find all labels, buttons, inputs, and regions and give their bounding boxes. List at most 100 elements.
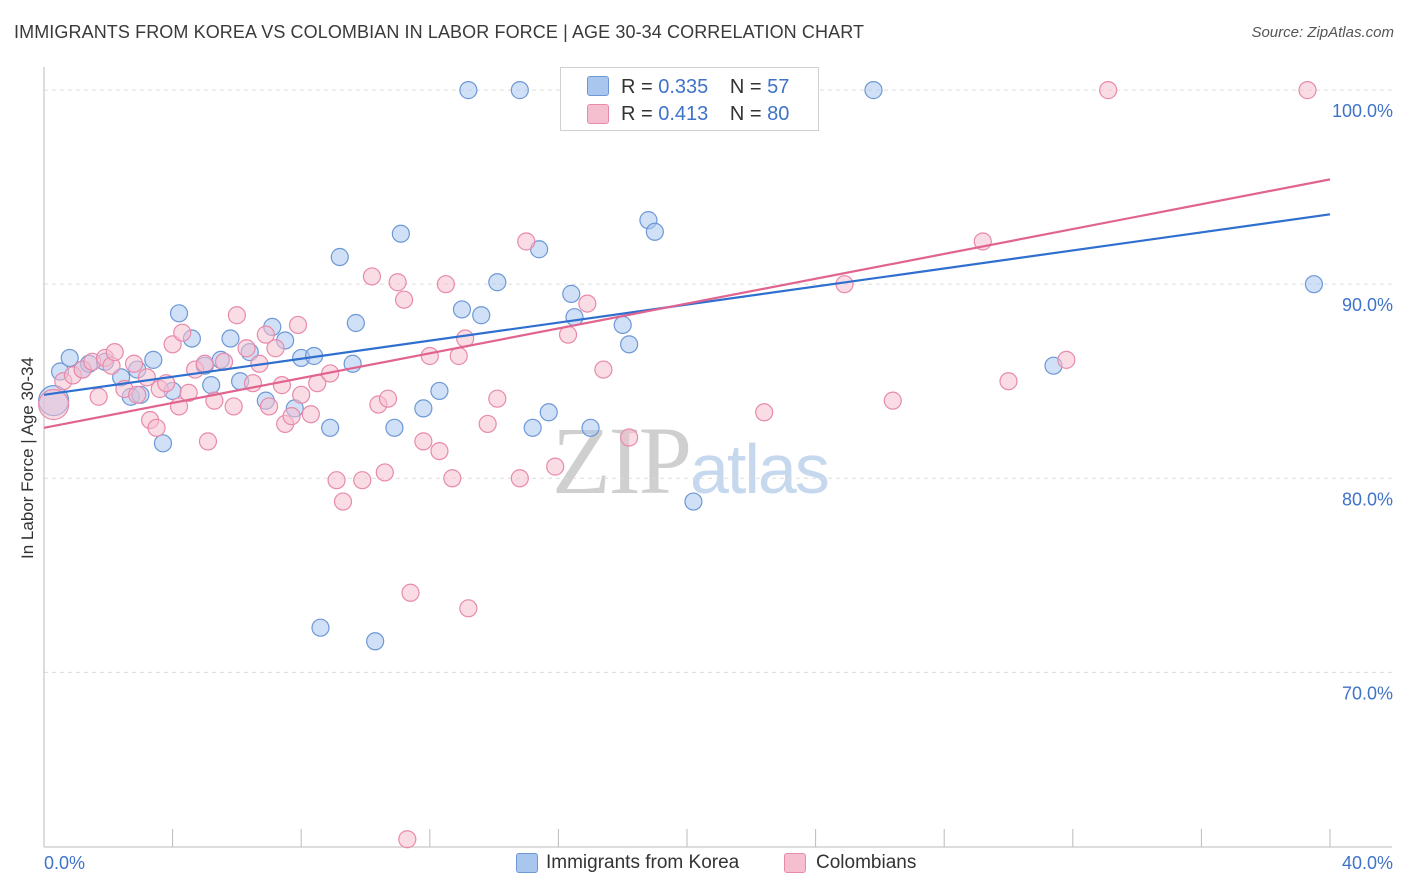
korea-point: [684, 492, 703, 511]
bottom-legend-colombia: Colombians: [816, 852, 917, 873]
colombia-point: [459, 599, 478, 618]
korea-point: [202, 376, 221, 395]
colombia-point: [173, 323, 192, 342]
colombia-point: [105, 343, 124, 362]
colombia-point: [394, 290, 414, 309]
colombia-point: [883, 391, 902, 410]
legend-n-label: N =: [729, 76, 762, 98]
colombia-point: [259, 397, 279, 416]
colombia-point: [594, 360, 613, 379]
colombia-point: [179, 383, 198, 402]
legend-n-label: N =: [729, 103, 762, 125]
bottom-legend-swatch-korea: [516, 853, 538, 873]
colombia-point: [517, 232, 536, 251]
trend-lines: [43, 178, 1331, 429]
legend-r-label: R =: [621, 103, 653, 125]
korea-point: [452, 300, 472, 319]
colombia-point: [420, 346, 439, 366]
legend-row-korea: R = 0.335 N = 57: [621, 76, 789, 99]
korea-point: [581, 418, 600, 437]
colombia-point: [288, 315, 308, 335]
korea-point: [613, 315, 632, 335]
colombia-point: [443, 469, 462, 488]
legend-r-label: R =: [621, 76, 653, 98]
axes: [43, 67, 1392, 848]
korea-point: [414, 399, 433, 418]
colombia-point: [333, 492, 353, 511]
colombia-point: [401, 583, 420, 602]
legend-row-colombia: R = 0.413 N = 80: [621, 103, 789, 126]
colombia-point: [237, 339, 256, 358]
korea-point: [330, 247, 349, 267]
colombia-point: [510, 469, 529, 488]
korea-point: [645, 222, 664, 241]
legend-r-value: 0.413: [658, 103, 709, 125]
korea-point: [430, 381, 449, 401]
colombia-point: [282, 407, 301, 426]
colombia-point: [388, 273, 407, 292]
colombia-point: [266, 339, 285, 358]
chart-title: IMMIGRANTS FROM KOREA VS COLOMBIAN IN LA…: [14, 22, 865, 42]
colombia-point: [578, 294, 597, 313]
colombia-points: [38, 81, 1317, 849]
korea-point: [311, 618, 330, 637]
colombia-point: [198, 432, 218, 451]
tick-labels: 100.0% 90.0% 80.0% 70.0% 0.0% 40.0%: [44, 101, 1393, 873]
colombia-point: [436, 275, 455, 294]
colombia-point: [163, 335, 182, 354]
colombia-point: [478, 414, 497, 434]
legend-swatch-colombia: [587, 104, 609, 124]
watermark-atlas: atlas: [690, 430, 830, 508]
colombia-point: [620, 428, 639, 447]
colombia-point: [755, 403, 774, 422]
colombia-point: [362, 267, 382, 286]
colombia-point: [301, 405, 320, 424]
korea-point: [472, 306, 491, 325]
colombia-point: [292, 385, 311, 404]
korea-point: [562, 284, 581, 303]
colombia-point: [272, 376, 292, 395]
korea-point: [385, 418, 404, 437]
bottom-legend-korea: Immigrants from Korea: [546, 852, 740, 873]
korea-point: [510, 81, 529, 100]
korea-point: [321, 418, 340, 437]
colombia-point: [38, 388, 70, 421]
korea-point: [488, 273, 507, 292]
colombia-point: [430, 441, 449, 461]
colombia-trend-line: [43, 178, 1331, 429]
colombia-point: [398, 830, 417, 849]
colombia-point: [1099, 81, 1118, 100]
colombia-point: [89, 387, 108, 406]
stats-legend: R = 0.335 N = 57 R = 0.413 N = 80: [560, 67, 819, 131]
colombia-point: [378, 389, 398, 408]
colombia-point: [1057, 350, 1076, 369]
colombia-point: [449, 346, 468, 366]
korea-point: [346, 313, 365, 333]
korea-point: [539, 403, 558, 422]
watermark-zip: ZIP: [552, 407, 692, 514]
korea-point: [169, 304, 189, 323]
colombia-point: [414, 432, 433, 451]
watermark: ZIPatlas: [552, 405, 830, 516]
korea-point: [864, 81, 883, 100]
korea-point: [60, 348, 79, 368]
colombia-point: [999, 372, 1018, 391]
legend-r-value: 0.335: [658, 76, 709, 98]
colombia-point: [128, 385, 147, 404]
korea-point: [1304, 275, 1324, 294]
colombia-point: [227, 306, 246, 325]
y-tick-label: 100.0%: [1332, 101, 1393, 121]
korea-point: [153, 434, 173, 453]
y-tick-label: 70.0%: [1342, 683, 1393, 703]
colombia-point: [1298, 81, 1317, 100]
y-tick-label: 80.0%: [1342, 489, 1393, 509]
colombia-point: [327, 471, 346, 490]
colombia-point: [256, 325, 275, 344]
x-tick-label: 40.0%: [1342, 853, 1393, 873]
colombia-point: [546, 457, 565, 476]
colombia-point: [147, 418, 166, 437]
x-tick-label: 0.0%: [44, 853, 85, 873]
colombia-point: [224, 397, 243, 416]
colombia-point: [375, 463, 394, 482]
